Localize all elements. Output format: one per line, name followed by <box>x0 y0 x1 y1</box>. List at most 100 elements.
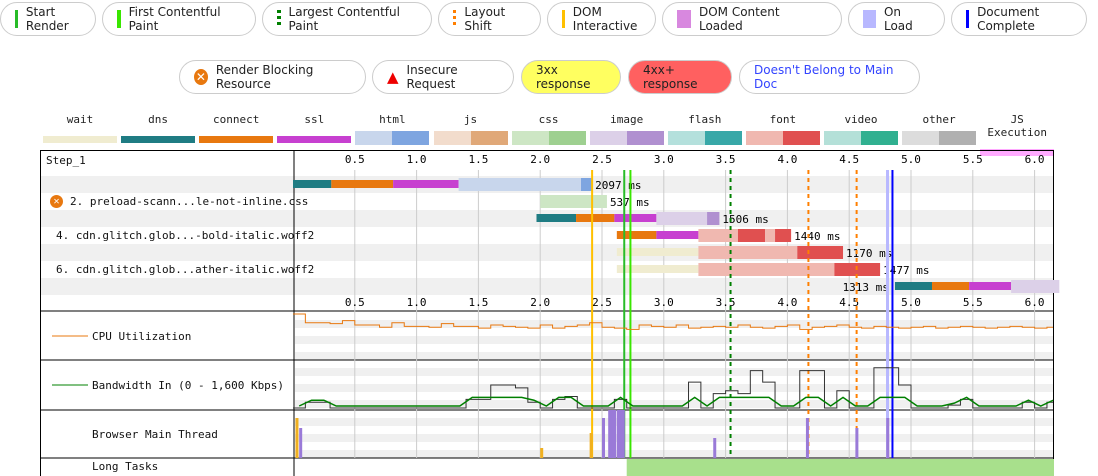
type-swatch <box>980 149 1055 156</box>
type-swatch <box>667 131 742 145</box>
request-label[interactable]: 4. cdn.glitch.glob...-bold-italic.woff2 <box>56 229 315 242</box>
graph-stripe <box>295 320 1053 328</box>
type-swatch <box>589 131 664 145</box>
main-thread-activity <box>540 448 544 458</box>
legend-swatch <box>966 10 970 28</box>
step-label: Step_1 <box>46 154 86 167</box>
tick-label: 6.0 <box>1025 153 1045 166</box>
tick-label: 1.0 <box>407 153 427 166</box>
request-segment-font <box>698 246 798 259</box>
main-thread-activity <box>713 438 717 458</box>
legend-label: DOM Content Loaded <box>698 5 780 33</box>
tick-label: 1.0 <box>407 296 427 309</box>
legend-largest-contentful-paint: Largest Contentful Paint <box>262 2 432 36</box>
type-legend-image: image <box>589 113 664 145</box>
legend-label: Render Blocking Resource <box>215 63 314 91</box>
legend-insecure-request: ▲ Insecure Request <box>372 60 514 94</box>
legend-swatch <box>863 10 876 28</box>
legend-label: Layout Shift <box>464 5 506 33</box>
request-duration: 1506 ms <box>722 213 768 226</box>
type-label: js <box>463 113 478 126</box>
request-segment-ssl <box>656 231 699 239</box>
type-swatch <box>121 136 196 143</box>
long-task-bar <box>626 459 1054 476</box>
tick-label: 3.0 <box>654 153 674 166</box>
type-swatch <box>199 136 274 143</box>
tick-label: 2.5 <box>592 296 612 309</box>
main-thread-activity <box>608 410 617 458</box>
legend-label: On Load <box>883 5 913 33</box>
type-legend-connect: connect <box>199 113 274 143</box>
legend-label: Largest Contentful Paint <box>288 5 400 33</box>
tick-label: 2.5 <box>592 153 612 166</box>
request-segment-ssl <box>969 282 1012 290</box>
type-legend-wait: wait <box>43 113 117 143</box>
type-label: other <box>922 113 956 126</box>
request-segment-dns <box>536 214 577 222</box>
type-label: css <box>538 113 559 126</box>
main-thread-activity <box>616 410 625 458</box>
tick-label: 2.0 <box>530 296 550 309</box>
type-label: JS Execution <box>987 113 1047 139</box>
graph-stripe <box>295 450 1053 458</box>
request-label[interactable]: 6. cdn.glitch.glob...ather-italic.woff2 <box>56 263 315 276</box>
type-label: connect <box>213 113 260 126</box>
request-segment-html <box>580 178 593 191</box>
legend-label: 4xx+ response <box>643 63 698 91</box>
legend-label: First Contentful Paint <box>128 5 221 33</box>
request-duration: 1170 ms <box>846 247 892 260</box>
type-swatch <box>511 131 586 145</box>
tick-label: 5.0 <box>901 296 921 309</box>
type-swatch <box>902 131 977 145</box>
type-legend-css: css <box>511 113 586 145</box>
row-stripe <box>41 244 1053 261</box>
legend-4xx-response: 4xx+ response <box>628 60 732 94</box>
type-legend-video: video <box>824 113 898 145</box>
legend-dom-interactive: DOM Interactive <box>547 2 656 36</box>
request-duration: 1477 ms <box>883 264 929 277</box>
legend-layout-shift: Layout Shift <box>438 2 541 36</box>
long-tasks-label: Long Tasks <box>92 460 159 473</box>
type-label: image <box>610 113 644 126</box>
type-label: video <box>844 113 878 126</box>
main-thread-label: Browser Main Thread <box>92 428 218 441</box>
type-swatch <box>355 131 430 145</box>
type-swatch <box>745 131 820 145</box>
type-swatch <box>43 136 117 143</box>
request-segment-connect <box>932 282 970 290</box>
graph-stripe <box>295 400 1053 408</box>
request-segment-dns <box>894 282 933 290</box>
type-legend-font: font <box>745 113 820 145</box>
request-segment-dns <box>293 180 332 188</box>
render-blocking-icon: ✕ <box>194 69 208 85</box>
type-label: flash <box>688 113 722 126</box>
tick-label: 5.0 <box>901 153 921 166</box>
legend-dom-content-loaded: DOM Content Loaded <box>662 2 842 36</box>
tick-label: 5.5 <box>963 153 983 166</box>
legend-render-blocking-resource: ✕ Render Blocking Resource <box>179 60 366 94</box>
cpu-label: CPU Utilization <box>92 330 192 343</box>
tick-label: 3.5 <box>716 296 736 309</box>
type-swatch <box>277 136 352 143</box>
request-segment-css <box>540 195 607 208</box>
legend-doesn-t-belong-to-main-doc: Doesn't Belong to Main Doc <box>739 60 920 94</box>
request-segment-wait <box>616 265 699 273</box>
request-segment-connect <box>331 180 394 188</box>
legend-swatch <box>562 10 565 28</box>
request-segment-font <box>698 229 738 242</box>
request-label[interactable]: 2. preload-scann...le-not-inline.css <box>70 195 309 208</box>
request-segment-ssl <box>614 214 657 222</box>
main-thread-activity <box>886 418 890 458</box>
cpu-utilization-line <box>293 313 1053 330</box>
request-segment-image <box>707 212 720 225</box>
tick-label: 1.5 <box>468 153 488 166</box>
legend-swatch <box>277 10 281 28</box>
type-legend-other: other <box>902 113 977 145</box>
type-label: ssl <box>304 113 325 126</box>
graph-stripe <box>295 384 1053 392</box>
request-segment-image <box>1011 280 1060 293</box>
type-legend-js-execution: JS Execution <box>980 113 1055 156</box>
request-duration: 1440 ms <box>794 230 840 243</box>
request-segment-connect <box>616 231 657 239</box>
